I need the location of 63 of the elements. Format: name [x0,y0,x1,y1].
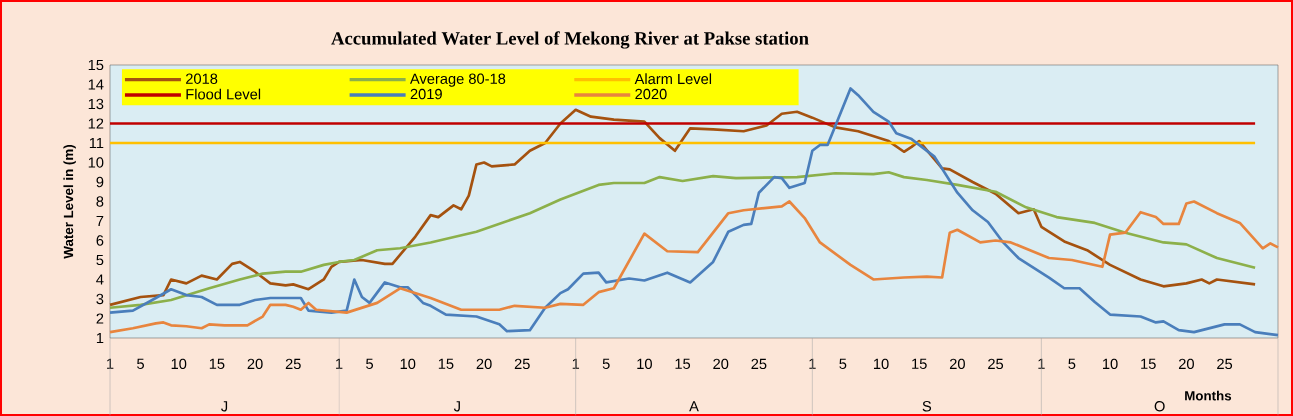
x-tick-label: 25 [514,358,530,370]
x-tick-label: 25 [751,358,767,370]
x-tick-label: 20 [949,358,965,370]
legend-label: Alarm Level [634,73,712,85]
x-tick-label: 5 [839,358,847,369]
y-axis-title: Water Level in (m) [63,144,76,259]
y-tick-label: 4 [96,274,104,285]
x-tick-label: 1 [107,358,114,369]
y-tick-label: 12 [88,118,104,129]
x-axis-title: Months [1185,390,1232,401]
chart-title: Accumulated Water Level of Mekong River at Pakse station [331,31,809,49]
x-tick-label: 20 [247,358,263,370]
y-tick-label: 5 [96,254,104,266]
line-series [108,87,1280,337]
legend-label: 2018 [186,73,218,84]
x-tick-label: 10 [171,358,187,370]
x-tick-label: 5 [602,358,610,369]
y-tick-label: 14 [88,79,104,90]
x-tick-label: 20 [1178,358,1194,370]
x-tick-label: 10 [637,358,652,370]
y-tick-label: 9 [96,176,104,188]
x-tick-label: 1 [336,358,343,369]
legend-label: Average 80-18 [409,73,506,87]
text: S [922,401,932,412]
x-tick-label: 25 [988,358,1004,370]
x-tick-label: 5 [137,358,144,369]
y-tick-label: 15 [88,59,104,71]
y-tick-label: 7 [96,215,104,227]
legend-label: Flood Level [186,88,261,100]
x-tick-label: 15 [209,358,225,369]
x-tick-label: 10 [873,358,889,370]
x-tick-label: 10 [1103,358,1118,370]
legend-label: 2019 [410,88,442,100]
legend-label: 2020 [635,88,667,100]
line-series [108,200,1280,334]
line-series [108,108,1257,307]
y-tick-label: 3 [96,293,104,305]
y-tick-label: 10 [88,157,104,168]
x-tick-label: 5 [366,358,374,369]
x-tick-label: 25 [1217,358,1233,370]
text: J [453,401,460,412]
x-tick-label: 25 [285,358,301,370]
line-series [108,170,1257,310]
x-tick-label: 1 [572,358,580,369]
x-tick-label: 1 [1038,358,1045,369]
y-tick-label: 1 [96,332,104,344]
x-tick-label: 10 [400,358,416,370]
x-tick-label: 1 [809,358,816,369]
text: O [1154,401,1165,412]
x-tick-label: 20 [713,358,729,370]
y-tick-label: 11 [89,137,104,149]
y-tick-label: 2 [96,313,104,324]
x-tick-label: 15 [675,358,691,369]
x-tick-label: 15 [1141,358,1156,369]
y-tick-label: 13 [88,98,104,110]
text: A [689,401,699,412]
y-tick-label: 8 [96,196,104,207]
text: J [221,401,228,412]
y-tick-label: 6 [96,235,104,246]
x-tick-label: 5 [1068,358,1076,369]
x-tick-label: 15 [912,358,927,369]
x-tick-label: 20 [476,358,492,370]
x-tick-label: 15 [438,358,454,369]
